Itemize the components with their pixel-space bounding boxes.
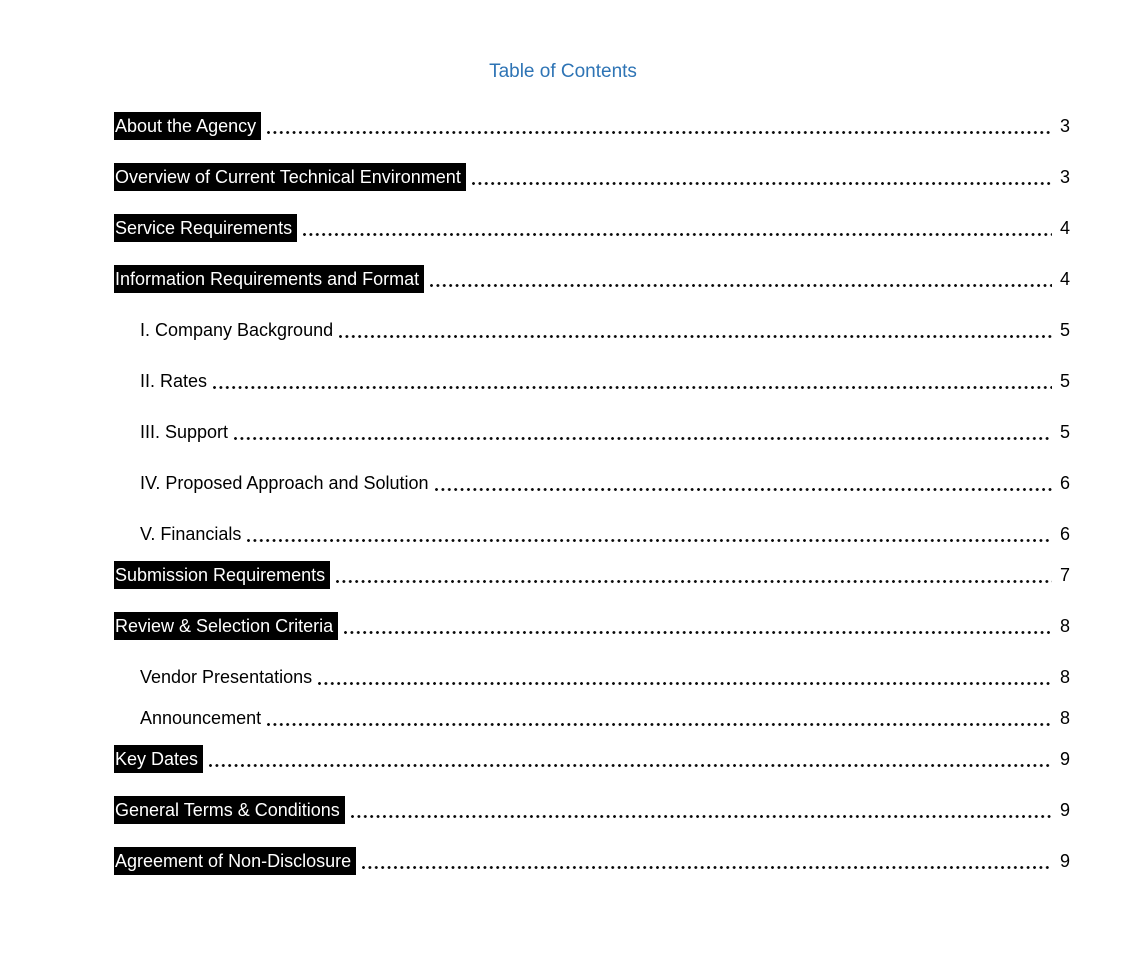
dot-leader [267,131,1052,134]
toc-entry-service-requirements[interactable]: Service Requirements 4 [114,214,1070,242]
toc-entry-label: Overview of Current Technical Environmen… [114,163,466,191]
page-number: 9 [1059,800,1070,820]
page-number: 9 [1059,851,1070,871]
toc-entry-support[interactable]: III. Support 5 [114,418,1070,446]
dot-leader [267,723,1052,726]
page-number: 7 [1059,565,1070,585]
dot-leader [471,182,1052,185]
page-number: 3 [1059,116,1070,136]
toc-entry-label: II. Rates [140,371,208,391]
toc-entry-general-terms-and-conditions[interactable]: General Terms & Conditions 9 [114,796,1070,824]
toc-entry-label: III. Support [140,422,229,442]
toc-entry-label: Service Requirements [114,214,298,242]
dot-leader [209,764,1052,767]
toc-entry-overview-of-current-technical-environment[interactable]: Overview of Current Technical Environmen… [114,163,1070,191]
toc-entry-label: Vendor Presentations [140,667,313,687]
toc-entry-financials[interactable]: V. Financials 6 [114,520,1070,548]
toc-entry-announcement[interactable]: Announcement 8 [114,704,1070,732]
toc-entry-label: About the Agency [114,112,262,140]
toc-entry-label: I. Company Background [140,320,334,340]
page-number: 5 [1059,371,1070,391]
toc-entry-label: V. Financials [140,524,242,544]
toc-title: Table of Contents [489,61,637,82]
toc-entry-information-requirements-and-format[interactable]: Information Requirements and Format 4 [114,265,1070,293]
toc-entry-label: Key Dates [114,745,204,773]
dot-leader [247,539,1052,542]
toc-entry-label: Agreement of Non-Disclosure [114,847,357,875]
dot-leader [344,631,1052,634]
toc-entry-review-and-selection-criteria[interactable]: Review & Selection Criteria 8 [114,612,1070,640]
page-number: 8 [1059,708,1070,728]
page-number: 3 [1059,167,1070,187]
toc-entry-label: Submission Requirements [114,561,331,589]
dot-leader [350,815,1052,818]
dot-leader [318,682,1052,685]
page-number: 6 [1059,473,1070,493]
dot-leader [213,386,1052,389]
dot-leader [434,488,1052,491]
toc-entry-label: Review & Selection Criteria [114,612,339,640]
dot-leader [336,580,1052,583]
dot-leader [430,284,1052,287]
toc-entry-label: IV. Proposed Approach and Solution [140,473,429,493]
dot-leader [339,335,1052,338]
toc-entry-label: Announcement [140,708,262,728]
page-number: 4 [1059,218,1070,238]
page-number: 9 [1059,749,1070,769]
page-number: 6 [1059,524,1070,544]
dot-leader [362,866,1052,869]
dot-leader [303,233,1052,236]
toc-entry-agreement-of-non-disclosure[interactable]: Agreement of Non-Disclosure 9 [114,847,1070,875]
toc-entry-about-the-agency[interactable]: About the Agency 3 [114,112,1070,140]
toc-entry-vendor-presentations[interactable]: Vendor Presentations 8 [114,663,1070,691]
page-number: 8 [1059,667,1070,687]
toc-entry-label: General Terms & Conditions [114,796,345,824]
page-number: 4 [1059,269,1070,289]
page-number: 5 [1059,320,1070,340]
page-number: 5 [1059,422,1070,442]
page-number: 8 [1059,616,1070,636]
toc-entry-company-background[interactable]: I. Company Background 5 [114,316,1070,344]
toc-entry-submission-requirements[interactable]: Submission Requirements 7 [114,561,1070,589]
table-of-contents: About the Agency 3 Overview of Current T… [114,112,1070,875]
toc-entry-rates[interactable]: II. Rates 5 [114,367,1070,395]
toc-entry-proposed-approach-and-solution[interactable]: IV. Proposed Approach and Solution 6 [114,469,1070,497]
toc-entry-label: Information Requirements and Format [114,265,425,293]
toc-entry-key-dates[interactable]: Key Dates 9 [114,745,1070,773]
dot-leader [234,437,1052,440]
